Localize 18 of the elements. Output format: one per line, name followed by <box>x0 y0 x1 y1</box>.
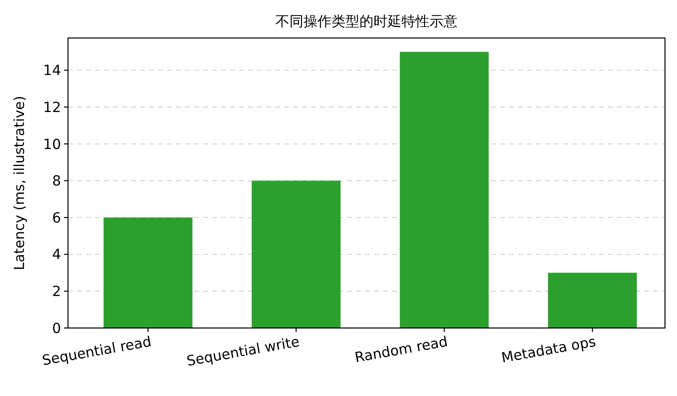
y-axis-title: Latency (ms, illustrative) <box>12 96 28 270</box>
y-tick-label: 6 <box>52 210 62 226</box>
y-tick-label: 8 <box>52 174 61 190</box>
bar <box>104 218 192 328</box>
x-tick-label: Sequential read <box>41 334 153 370</box>
x-tick-label: Random read <box>354 334 449 366</box>
y-tick-label: 4 <box>52 247 62 264</box>
y-tick-label: 14 <box>43 63 62 80</box>
x-tick-label: Metadata ops <box>500 334 598 367</box>
y-tick-label: 10 <box>43 136 61 153</box>
y-tick-label: 0 <box>52 320 61 337</box>
y-tick-label: 2 <box>52 284 61 300</box>
bar <box>548 272 637 328</box>
bar <box>400 52 489 328</box>
chart-title: 不同操作类型的时延特性示意 <box>276 14 458 30</box>
x-tick-label: Sequential write <box>186 334 301 370</box>
bar <box>252 180 341 328</box>
y-tick-label: 12 <box>43 100 61 116</box>
